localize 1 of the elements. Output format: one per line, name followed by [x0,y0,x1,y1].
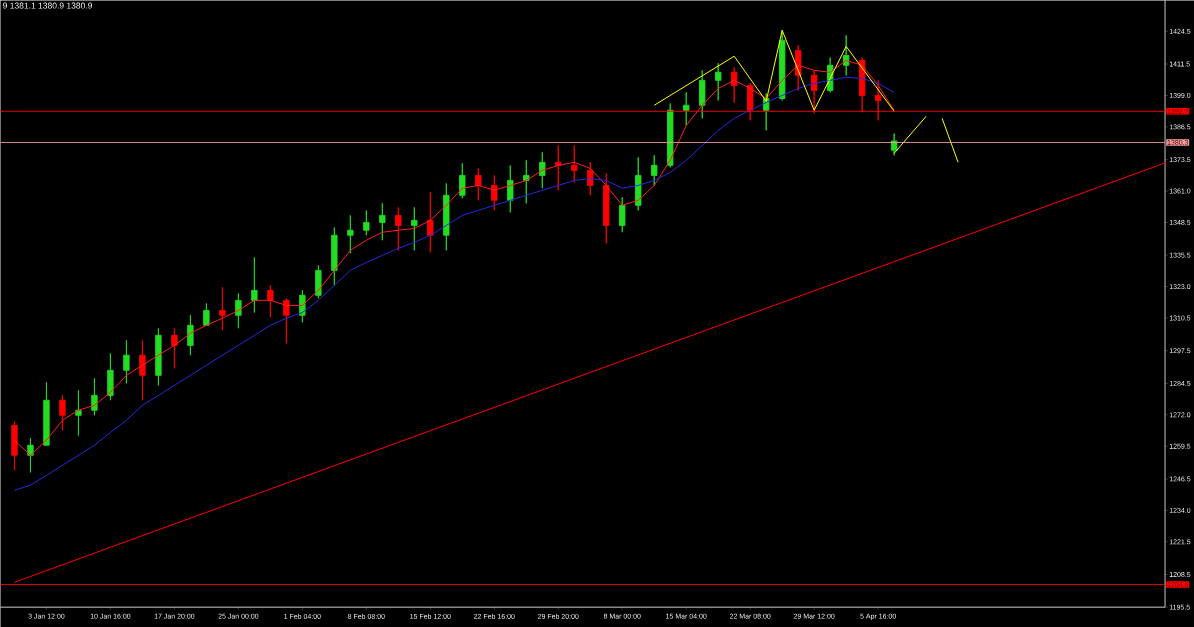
annotation: 9 1381.1 1380.9 1380.9 [3,2,93,9]
